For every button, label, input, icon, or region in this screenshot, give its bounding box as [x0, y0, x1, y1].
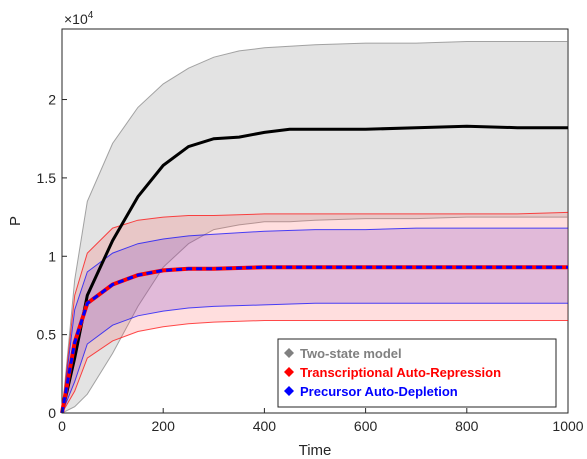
two-state-model-legend-label: Two-state model [300, 346, 402, 361]
x-tick-label: 200 [152, 418, 176, 434]
transcriptional-auto-repression-lower-edge [61, 320, 568, 414]
x-tick-label: 400 [253, 418, 277, 434]
precursor-auto-depletion-upper-edge [61, 227, 568, 414]
precursor-auto-depletion-band [62, 228, 568, 413]
y-axis-label: P [7, 216, 24, 226]
transcriptional-auto-repression-legend-label: Transcriptional Auto-Repression [300, 365, 501, 380]
x-axis-label: Time [299, 442, 332, 459]
transcriptional-auto-repression-legend-marker [284, 367, 294, 377]
x-tick-label: 0 [58, 418, 66, 434]
two-state-model-lower-edge [61, 216, 568, 414]
precursor-auto-depletion-legend-label: Precursor Auto-Depletion [300, 384, 458, 399]
y-tick-label: 0.5 [37, 327, 57, 343]
two-state-model-legend-marker [284, 348, 294, 358]
y-tick-label: 2 [48, 92, 56, 108]
x-tick-label: 800 [455, 418, 479, 434]
precursor-auto-depletion-legend-marker [284, 386, 294, 396]
y-tick-label: 1.5 [37, 170, 57, 186]
x-tick-label: 1000 [552, 418, 583, 434]
two-state-model-upper-edge [61, 41, 568, 414]
precursor-auto-depletion-lower-edge [61, 302, 568, 414]
transcriptional-auto-repression-upper-edge [61, 211, 569, 414]
two-state-model-mean-line [60, 124, 568, 414]
legend: Two-state model Transcriptional Auto-Repr… [277, 338, 557, 408]
precursor-auto-depletion-mean-line [60, 265, 568, 414]
axis-ticks: 0 200 400 600 800 1000 0 0.5 1 1.5 2 [37, 92, 584, 434]
two-state-model-band [62, 41, 568, 413]
confidence-bands [61, 41, 569, 414]
legend-box [277, 338, 557, 408]
y-tick-label: 1 [48, 248, 56, 264]
x-tick-label: 600 [354, 418, 378, 434]
mean-lines [60, 124, 568, 414]
y-exponent-label: ×104 [64, 10, 94, 27]
transcriptional-auto-repression-band [62, 212, 568, 413]
y-tick-label: 0 [48, 405, 56, 421]
